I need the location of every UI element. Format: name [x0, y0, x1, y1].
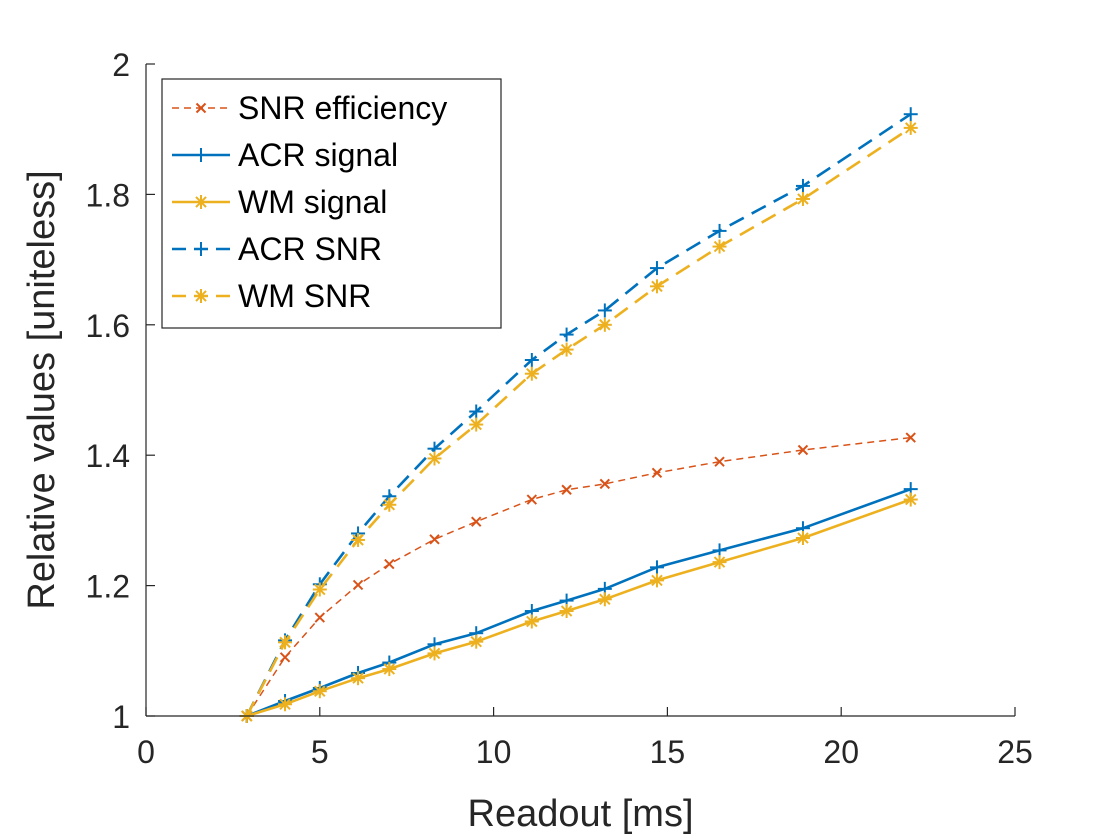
- y-tick-label: 2: [112, 47, 130, 83]
- x-axis-title: Readout [ms]: [468, 793, 694, 835]
- legend-label: ACR signal: [238, 137, 398, 173]
- legend-item: SNR efficiency: [172, 90, 447, 126]
- data-point: [469, 417, 484, 432]
- legend-marker: [195, 102, 207, 114]
- data-point: [469, 404, 484, 419]
- x-tick-label: 0: [137, 734, 155, 770]
- y-axis-title: Relative values [uniteless]: [21, 170, 63, 609]
- legend-item: WM SNR: [172, 278, 371, 314]
- data-point: [651, 467, 663, 479]
- data-point: [903, 492, 918, 507]
- data-point: [559, 604, 574, 619]
- data-point: [278, 697, 293, 712]
- y-tick-label: 1.6: [86, 308, 130, 344]
- data-point: [278, 635, 293, 650]
- data-point: [649, 279, 664, 294]
- legend-label: ACR SNR: [238, 231, 382, 267]
- data-point: [903, 107, 918, 122]
- data-point: [471, 516, 482, 527]
- data-point: [312, 582, 327, 597]
- legend-marker: [194, 289, 208, 303]
- y-tick-label: 1: [112, 699, 130, 735]
- legend-label: WM signal: [238, 184, 387, 220]
- y-tick-label: 1.4: [86, 438, 130, 474]
- x-tick-label: 15: [650, 734, 686, 770]
- legend-marker: [194, 242, 208, 256]
- series-line: [246, 436, 911, 717]
- series-line: [245, 113, 912, 717]
- data-point: [312, 684, 327, 699]
- series-line: [246, 498, 912, 718]
- data-point: [905, 432, 916, 443]
- data-point: [526, 494, 538, 505]
- legend: SNR efficiency ACR signal WM signal ACR SNR…: [161, 78, 502, 329]
- data-point: [712, 555, 727, 570]
- legend-item: ACR signal: [172, 137, 398, 173]
- data-point: [427, 646, 442, 661]
- x-tick-label: 5: [311, 734, 329, 770]
- data-point: [649, 261, 664, 276]
- data-point: [649, 573, 664, 588]
- data-point: [382, 662, 397, 677]
- data-point: [559, 342, 574, 357]
- data-point: [279, 652, 291, 663]
- series-line: [246, 487, 912, 718]
- data-point: [712, 223, 727, 238]
- axes-layer: 0 5 10 15 20 25 1 1.2 1.4 1.6 1.8 2: [86, 47, 1033, 770]
- legend-label: SNR efficiency: [238, 90, 447, 126]
- data-point: [352, 579, 364, 591]
- legend-item: WM signal: [172, 184, 387, 220]
- data-point: [524, 353, 539, 368]
- data-point: [649, 560, 664, 575]
- data-point: [524, 614, 539, 629]
- y-tick-label: 1.8: [86, 177, 130, 213]
- series-line: [245, 126, 912, 717]
- data-point: [382, 497, 397, 512]
- data-point: [429, 534, 440, 545]
- data-point: [712, 239, 727, 254]
- data-point: [599, 478, 611, 490]
- data-point: [559, 327, 574, 342]
- data-point: [469, 634, 484, 649]
- data-point: [524, 366, 539, 381]
- data-point: [597, 592, 612, 607]
- data-point: [795, 531, 810, 546]
- data-point: [351, 671, 366, 686]
- legend-box: [161, 78, 502, 329]
- x-tick-label: 20: [823, 734, 859, 770]
- data-point: [903, 120, 918, 135]
- legend-item: ACR SNR: [172, 231, 382, 267]
- x-tick-label: 25: [997, 734, 1033, 770]
- data-point: [351, 532, 366, 547]
- x-tick-label: 10: [476, 734, 512, 770]
- legend-marker: [194, 195, 208, 209]
- data-point: [561, 484, 572, 495]
- data-point: [714, 456, 725, 467]
- y-tick-label: 1.2: [86, 569, 130, 605]
- series-wm-signal: [239, 492, 918, 723]
- data-point: [795, 191, 810, 206]
- data-point: [597, 303, 612, 318]
- series-snr-efficiency: [241, 432, 916, 722]
- data-point: [427, 451, 442, 466]
- legend-marker: [194, 148, 208, 162]
- data-point: [384, 558, 395, 570]
- data-point: [712, 543, 727, 558]
- data-point: [795, 178, 810, 193]
- legend-label: WM SNR: [238, 278, 371, 314]
- data-point: [314, 612, 326, 623]
- data-point: [597, 317, 612, 332]
- data-point: [797, 444, 809, 456]
